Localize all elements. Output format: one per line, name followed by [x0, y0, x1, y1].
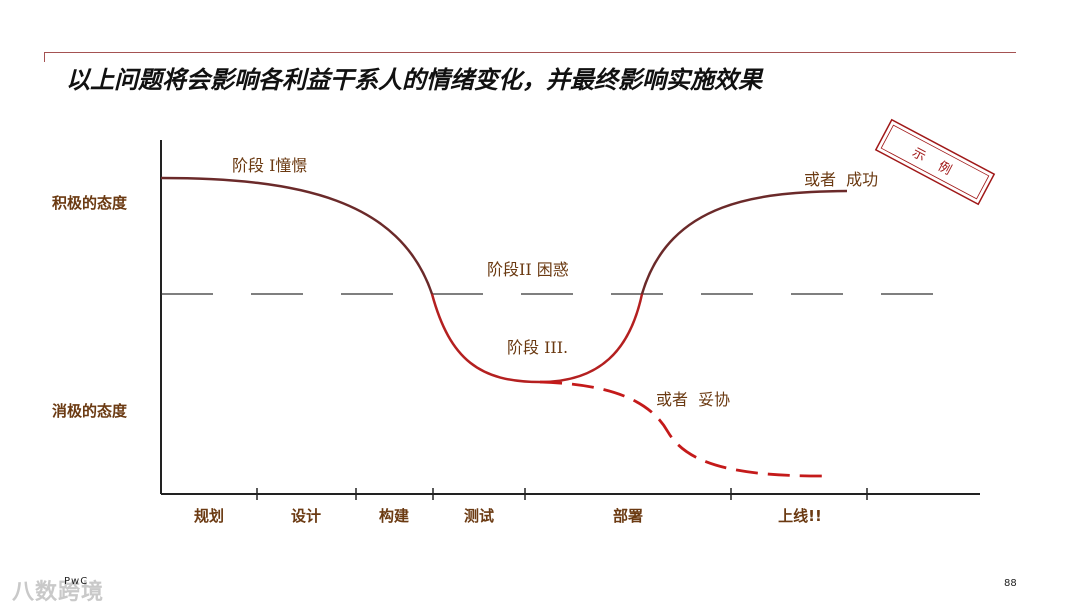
watermark-text: 八数跨境 — [12, 580, 105, 605]
example-stamp: 示 例 — [874, 118, 996, 206]
phase-label: 设计 — [291, 507, 321, 525]
phase-label: 上线!! — [778, 507, 822, 525]
brand-label: PwC — [64, 576, 89, 587]
slide-title: 以上问题将会影响各利益干系人的情绪变化，并最终影响实施效果 — [66, 66, 762, 94]
phase-label: 测试 — [464, 507, 494, 525]
title-rule — [44, 52, 1016, 53]
axis-label-positive: 积极的态度 — [52, 194, 128, 212]
label-stage1: 阶段 I憧憬 — [232, 156, 307, 175]
phase-label: 规划 — [194, 507, 224, 525]
label-success: 或者 成功 — [804, 170, 878, 189]
title-rule-tick — [44, 52, 45, 62]
curve-success — [640, 189, 848, 295]
curve-stage1 — [160, 176, 434, 295]
phase-label: 部署 — [613, 507, 643, 525]
axis-label-negative: 消极的态度 — [52, 402, 128, 420]
label-stage2: 阶段II 困惑 — [487, 260, 569, 279]
page-number: 88 — [1004, 578, 1017, 589]
label-stage3: 阶段 III. — [507, 338, 568, 357]
phase-label: 构建 — [379, 507, 410, 525]
curve-compromise-dashed — [539, 380, 823, 478]
label-compromise: 或者 妥协 — [656, 390, 730, 409]
watermark: 八数跨境 PwC — [12, 574, 104, 606]
